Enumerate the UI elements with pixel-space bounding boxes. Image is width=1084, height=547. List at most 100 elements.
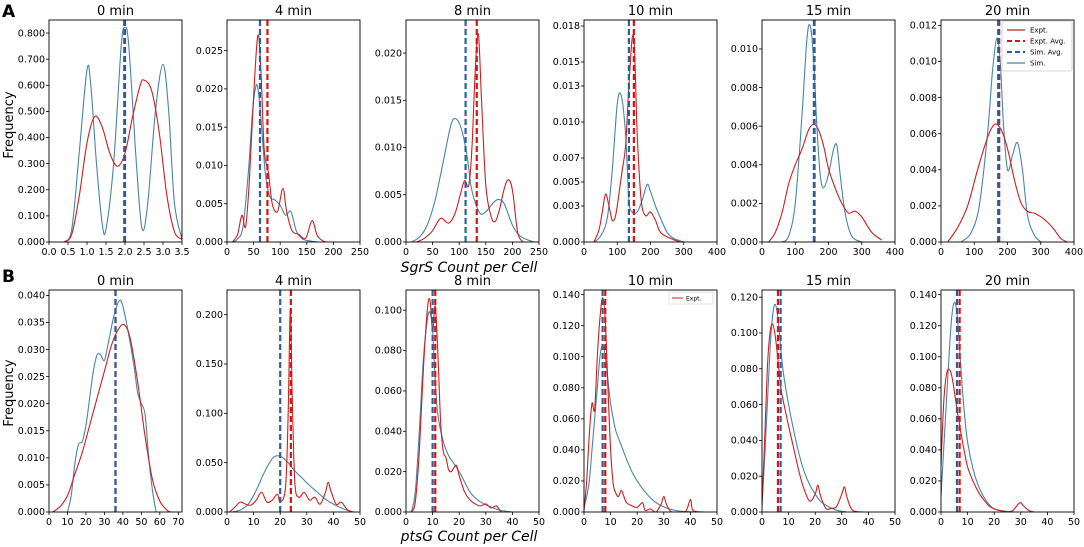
subplot-r0-c1-expt-line — [231, 34, 334, 242]
ylabel-row-b: Frequency — [2, 359, 17, 426]
subplot-r1-c2-plot-area — [410, 290, 513, 512]
subplot-r0-c3-xtick-label: 0 — [581, 247, 587, 258]
subplot-r0-c2-xtick-label: 150 — [477, 247, 495, 258]
subplot-r1-c3-sim-line — [584, 343, 696, 512]
subplot-r0-c2-plot-area — [411, 20, 534, 242]
subplot-r0-c4-plot-area — [768, 20, 883, 242]
subplot-r0-c2-xtick-label: 100 — [450, 247, 468, 258]
subplot-r1-c1: 4 min 0 10 20 30 40 50 0.000 0.050 0.100 0.150 0.20… — [196, 274, 366, 528]
subplot-r0-c4-expt-line — [768, 123, 883, 242]
xlabel-row-b: ptsG Count per Cell — [400, 529, 538, 545]
subplot-r0-c0-ytick-label: 0.200 — [18, 185, 45, 196]
subplot-r1-c5: 20 min 0 10 20 30 40 50 0.000 0.020 0.040 0.060 0.0… — [910, 274, 1080, 528]
subplot-r1-c2-ytick-label: 0.020 — [375, 467, 402, 478]
subplot-r1-c2-xtick-label: 40 — [506, 517, 518, 528]
subplot-r0-c1-ytick-label: 0.010 — [196, 161, 223, 172]
subplot-r1-c0-frame — [48, 289, 183, 513]
subplot-r0-c0-ytick-label: 0.500 — [18, 107, 45, 118]
subplot-r1-c3-ytick-label: 0.040 — [553, 445, 580, 456]
subplot-r0-c2-title: 8 min — [454, 4, 491, 19]
subplot-r1-c4-ytick-label: 0.060 — [731, 400, 758, 411]
subplot-r0-c4-xtick-label: 200 — [819, 247, 837, 258]
subplot-r1-c1-title: 4 min — [275, 274, 312, 289]
subplot-r0-c5-xtick-label: 300 — [1032, 247, 1050, 258]
subplot-r0-c3-title: 10 min — [628, 4, 673, 19]
subplot-r1-c0-xtick-label: 20 — [80, 517, 92, 528]
subplot-r1-c4-xtick-label: 10 — [783, 517, 795, 528]
subplot-r0-c4-ytick-label: 0.004 — [731, 160, 758, 171]
subplot-r1-c2-xtick-label: 30 — [480, 517, 492, 528]
subplot-r1-c2-xtick-label: 0 — [403, 517, 409, 528]
subplot-r1-c0-ytick-label: 0.040 — [18, 291, 45, 302]
subplot-r1-c0-ytick-label: 0.030 — [18, 345, 45, 356]
subplot-r1-c3-ytick-label: 0.120 — [553, 321, 580, 332]
subplot-r1-c2-ytick-label: 0.100 — [375, 305, 402, 316]
subplot-r1-c0-title: 0 min — [97, 274, 134, 289]
subplot-r0-c3-plot-area — [593, 20, 684, 242]
subplot-r1-c0-ytick-label: 0.035 — [18, 318, 45, 329]
subplot-r0-c4-ytick-label: 0.010 — [731, 44, 758, 55]
subplot-r1-c2-frame — [405, 289, 540, 513]
subplot-r1-c0-ytick-label: 0.020 — [18, 399, 45, 410]
subplot-r1-c3-xtick-label: 40 — [684, 517, 696, 528]
subplot-r0-c4-title: 15 min — [806, 4, 851, 19]
subplot-r1-c3-frame — [583, 289, 718, 513]
subplot-r1-c5-xtick-label: 50 — [1068, 517, 1080, 528]
subplot-r0-c3-ytick-label: 0.003 — [553, 201, 580, 212]
subplot-r1-c1-plot-area — [229, 290, 355, 512]
subplot-r0-c5-ytick-label: 0.006 — [910, 129, 937, 140]
subplot-r1-c4-ytick-label: 0.100 — [731, 328, 758, 339]
ylabel-row-a: Frequency — [2, 91, 17, 158]
subplot-r1-c1-ytick-label: 0.200 — [196, 310, 223, 321]
subplot-r0-c1-ytick-label: 0.025 — [196, 46, 223, 57]
subplot-r0-c4-xtick-label: 400 — [886, 247, 904, 258]
subplot-r1-c5-xtick-label: 20 — [988, 517, 1000, 528]
subplot-r1-c0-xtick-label: 0 — [46, 517, 52, 528]
subplot-r0-c5-ytick-label: 0.012 — [910, 21, 937, 32]
subplot-r1-c3-ytick-label: 0.000 — [553, 507, 580, 518]
subplot-r1-c5-ytick-label: 0.000 — [910, 507, 937, 518]
subplot-r1-c3-xtick-label: 50 — [711, 517, 723, 528]
subplot-r0-c0: 0 min 0.0 0.5 1.0 1.5 2.0 2.5 3.0 3.5 0.000 0.100 0… — [18, 4, 190, 258]
subplot-r1-c0-ytick-label: 0.005 — [18, 480, 45, 491]
subplot-r1-c5-expt-line — [941, 368, 1035, 512]
subplot-r1-c5-plot-area — [941, 290, 1035, 512]
subplot-r1-c3-xtick-label: 30 — [658, 517, 670, 528]
subplot-r1-c5-title: 20 min — [985, 274, 1030, 289]
inset-legend-frame — [668, 291, 714, 305]
subplot-r1-c1-ytick-label: 0.150 — [196, 359, 223, 370]
subplot-r0-c2-ytick-label: 0.020 — [375, 48, 402, 59]
subplot-r1-c1-ytick-label: 0.100 — [196, 409, 223, 420]
subplot-r0-c1-sim-line — [232, 83, 318, 242]
subplot-r1-c1-xtick-label: 40 — [327, 517, 339, 528]
subplot-r0-c2-ytick-label: 0.005 — [375, 190, 402, 201]
subplot-r0-c3-xtick-label: 100 — [608, 247, 626, 258]
panel-label-b: B — [2, 267, 15, 287]
subplot-r1-c1-xtick-label: 10 — [248, 517, 260, 528]
subplot-r0-c2-ytick-label: 0.010 — [375, 143, 402, 154]
subplot-r1-c4-ytick-label: 0.000 — [731, 507, 758, 518]
subplot-r1-c2-ytick-label: 0.040 — [375, 426, 402, 437]
subplot-r0-c1-xtick-label: 150 — [298, 247, 316, 258]
subplot-r1-c2-expt-line — [410, 298, 513, 512]
subplot-r0-c5-frame — [940, 19, 1075, 243]
subplot-r0-c4-xtick-label: 300 — [853, 247, 871, 258]
subplot-r0-c5-title: 20 min — [985, 4, 1030, 19]
subplot-r0-c3-xtick-label: 300 — [675, 247, 693, 258]
subplot-r0-c0-xtick-label: 1.0 — [79, 247, 94, 258]
inset-legend-label: Expt. — [686, 296, 702, 303]
subplot-r0-c0-ytick-label: 0.800 — [18, 28, 45, 39]
subplot-r1-c0-xtick-label: 70 — [172, 517, 184, 528]
subplot-r1-c4-xtick-label: 50 — [889, 517, 901, 528]
subplot-r0-c5-expt-line — [947, 123, 1068, 242]
subplot-r1-c0-ytick-label: 0.025 — [18, 372, 45, 383]
subplot-r1-c4-xtick-label: 30 — [836, 517, 848, 528]
subplot-r0-c5-xtick-label: 400 — [1065, 247, 1083, 258]
subplot-r1-c5-sim-line — [941, 301, 1016, 512]
subplot-r1-c5-ytick-label: 0.100 — [910, 352, 937, 363]
subplot-r1-c0-xtick-label: 60 — [154, 517, 166, 528]
subplot-r0-c1-ytick-label: 0.000 — [196, 237, 223, 248]
subplot-r0-c5-ytick-label: 0.002 — [910, 201, 937, 212]
subplot-r1-c2-ytick-label: 0.000 — [375, 507, 402, 518]
